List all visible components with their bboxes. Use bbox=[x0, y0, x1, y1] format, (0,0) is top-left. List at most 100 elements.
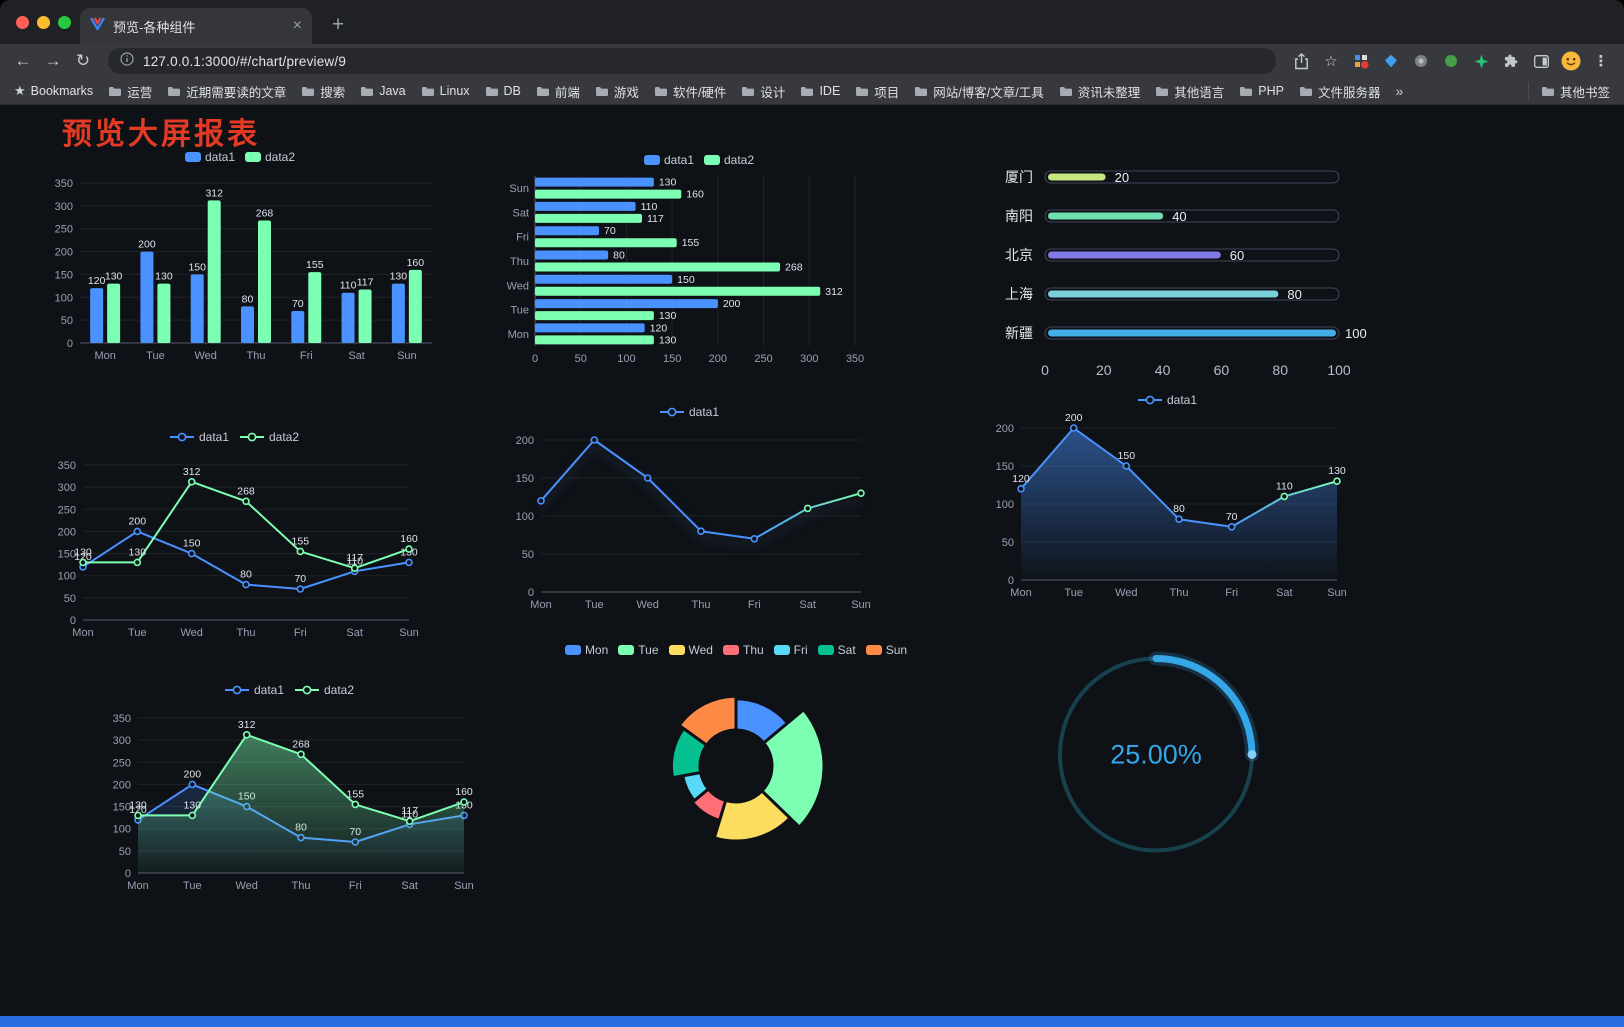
bookmark-item[interactable]: Linux bbox=[421, 82, 470, 101]
svg-text:0: 0 bbox=[67, 338, 73, 350]
svg-text:130: 130 bbox=[184, 799, 202, 811]
zoom-window-button[interactable] bbox=[58, 16, 71, 29]
reload-icon[interactable]: ↻ bbox=[75, 51, 91, 70]
legend-item[interactable]: Sun bbox=[865, 643, 907, 657]
profile-avatar[interactable] bbox=[1558, 48, 1584, 74]
svg-text:160: 160 bbox=[407, 257, 425, 269]
svg-text:100: 100 bbox=[516, 511, 534, 523]
legend-item[interactable]: data1 bbox=[643, 153, 694, 167]
svg-text:155: 155 bbox=[347, 788, 365, 800]
svg-text:300: 300 bbox=[55, 201, 73, 213]
svg-text:130: 130 bbox=[155, 271, 173, 283]
legend-item[interactable]: data1 bbox=[1137, 393, 1197, 407]
extension-starburst-icon[interactable] bbox=[1468, 48, 1494, 74]
bookmark-item[interactable]: 游戏 bbox=[595, 82, 639, 101]
svg-text:Sun: Sun bbox=[454, 880, 474, 892]
address-bar[interactable]: 127.0.0.1:3000/#/chart/preview/9 bbox=[108, 48, 1276, 74]
folder-icon bbox=[1299, 86, 1312, 96]
chart-legend: data1 bbox=[503, 402, 875, 422]
bookmarks-root[interactable]: ★ Bookmarks bbox=[14, 83, 93, 99]
svg-text:Wed: Wed bbox=[1115, 587, 1137, 599]
svg-text:南阳: 南阳 bbox=[1005, 208, 1033, 224]
svg-text:150: 150 bbox=[55, 269, 73, 281]
legend-item[interactable]: data1 bbox=[184, 150, 235, 164]
back-icon[interactable]: ← bbox=[14, 51, 32, 70]
page-title: 预览大屏报表 bbox=[62, 118, 260, 151]
svg-text:120: 120 bbox=[129, 804, 147, 816]
svg-text:Tue: Tue bbox=[510, 305, 529, 317]
svg-text:Thu: Thu bbox=[692, 599, 711, 611]
bookmark-item[interactable]: 运营 bbox=[108, 82, 152, 101]
other-bookmarks[interactable]: 其他书签 bbox=[1527, 81, 1610, 101]
bookmark-item[interactable]: 设计 bbox=[741, 82, 785, 101]
bookmark-item[interactable]: Java bbox=[360, 82, 406, 101]
svg-text:110: 110 bbox=[1276, 480, 1293, 492]
svg-text:268: 268 bbox=[256, 207, 274, 219]
bookmark-item[interactable]: PHP bbox=[1239, 82, 1284, 101]
bookmark-item[interactable]: 其他语言 bbox=[1155, 82, 1224, 101]
bookmark-item[interactable]: 文件服务器 bbox=[1299, 82, 1380, 101]
extension-green-circle-icon[interactable] bbox=[1438, 48, 1464, 74]
svg-text:155: 155 bbox=[292, 535, 310, 547]
svg-text:Mon: Mon bbox=[72, 627, 93, 639]
sidebar-split-icon[interactable] bbox=[1528, 48, 1554, 74]
extension-globe-icon[interactable] bbox=[1408, 48, 1434, 74]
extension-pixel-icon[interactable] bbox=[1348, 48, 1374, 74]
bookmark-item[interactable]: IDE bbox=[800, 82, 840, 101]
minimize-window-button[interactable] bbox=[37, 16, 50, 29]
legend-item[interactable]: Tue bbox=[618, 643, 659, 657]
svg-text:110: 110 bbox=[340, 280, 357, 292]
bookmark-item[interactable]: 近期需要读的文章 bbox=[167, 82, 286, 101]
share-icon[interactable] bbox=[1288, 48, 1314, 74]
svg-text:新疆: 新疆 bbox=[1005, 325, 1033, 341]
extension-kite-icon[interactable] bbox=[1378, 48, 1404, 74]
extensions-puzzle-icon[interactable] bbox=[1498, 48, 1524, 74]
svg-text:Mon: Mon bbox=[127, 880, 148, 892]
svg-text:Wed: Wed bbox=[195, 350, 217, 362]
svg-text:80: 80 bbox=[242, 293, 254, 305]
legend-item[interactable]: data1 bbox=[224, 683, 284, 697]
svg-text:厦门: 厦门 bbox=[1005, 169, 1033, 185]
bookmark-item[interactable]: 网站/博客/文章/工具 bbox=[914, 82, 1044, 101]
svg-text:130: 130 bbox=[74, 546, 92, 558]
menu-dots-icon[interactable]: ⋮ bbox=[1593, 53, 1609, 70]
site-info-icon[interactable] bbox=[120, 51, 134, 71]
bookmark-item[interactable]: 搜索 bbox=[301, 82, 345, 101]
legend-item[interactable]: Thu bbox=[722, 643, 764, 657]
svg-text:110: 110 bbox=[641, 201, 658, 213]
bookmark-item[interactable]: 项目 bbox=[855, 82, 899, 101]
svg-text:Sun: Sun bbox=[851, 599, 871, 611]
svg-text:Sun: Sun bbox=[509, 183, 529, 195]
svg-text:200: 200 bbox=[516, 435, 534, 447]
legend-item[interactable]: Mon bbox=[564, 643, 608, 657]
folder-icon bbox=[1156, 86, 1169, 96]
folder-icon bbox=[361, 86, 374, 96]
new-tab-button[interactable]: + bbox=[331, 13, 345, 36]
legend-item[interactable]: Sat bbox=[817, 643, 856, 657]
legend-item[interactable]: data2 bbox=[704, 153, 754, 167]
bookmark-item[interactable]: 资讯未整理 bbox=[1059, 82, 1140, 101]
bookmark-item[interactable]: 前端 bbox=[536, 82, 580, 101]
svg-text:117: 117 bbox=[357, 277, 374, 289]
legend-item[interactable]: data2 bbox=[294, 683, 354, 697]
bookmark-item[interactable]: 软件/硬件 bbox=[654, 82, 726, 101]
tab-close-icon[interactable]: × bbox=[292, 17, 302, 34]
svg-text:80: 80 bbox=[613, 250, 625, 262]
legend-item[interactable]: data2 bbox=[239, 430, 299, 444]
svg-text:130: 130 bbox=[659, 334, 677, 346]
forward-icon[interactable]: → bbox=[44, 51, 62, 70]
legend-item[interactable]: data1 bbox=[169, 430, 229, 444]
legend-item[interactable]: Wed bbox=[668, 643, 713, 657]
svg-text:Thu: Thu bbox=[237, 627, 256, 639]
bookmark-item[interactable]: DB bbox=[485, 82, 521, 101]
close-window-button[interactable] bbox=[16, 16, 29, 29]
legend-item[interactable]: data2 bbox=[245, 150, 295, 164]
folder-icon bbox=[595, 86, 608, 96]
browser-tab[interactable]: 预览-各种组件 × bbox=[80, 8, 312, 44]
legend-item[interactable]: data1 bbox=[659, 405, 719, 419]
folder-icon bbox=[421, 86, 434, 96]
legend-item[interactable]: Fri bbox=[773, 643, 808, 657]
svg-text:Tue: Tue bbox=[585, 599, 604, 611]
bookmark-star-icon[interactable]: ☆ bbox=[1324, 53, 1338, 70]
bookmarks-overflow-chevron[interactable]: » bbox=[1395, 83, 1404, 99]
